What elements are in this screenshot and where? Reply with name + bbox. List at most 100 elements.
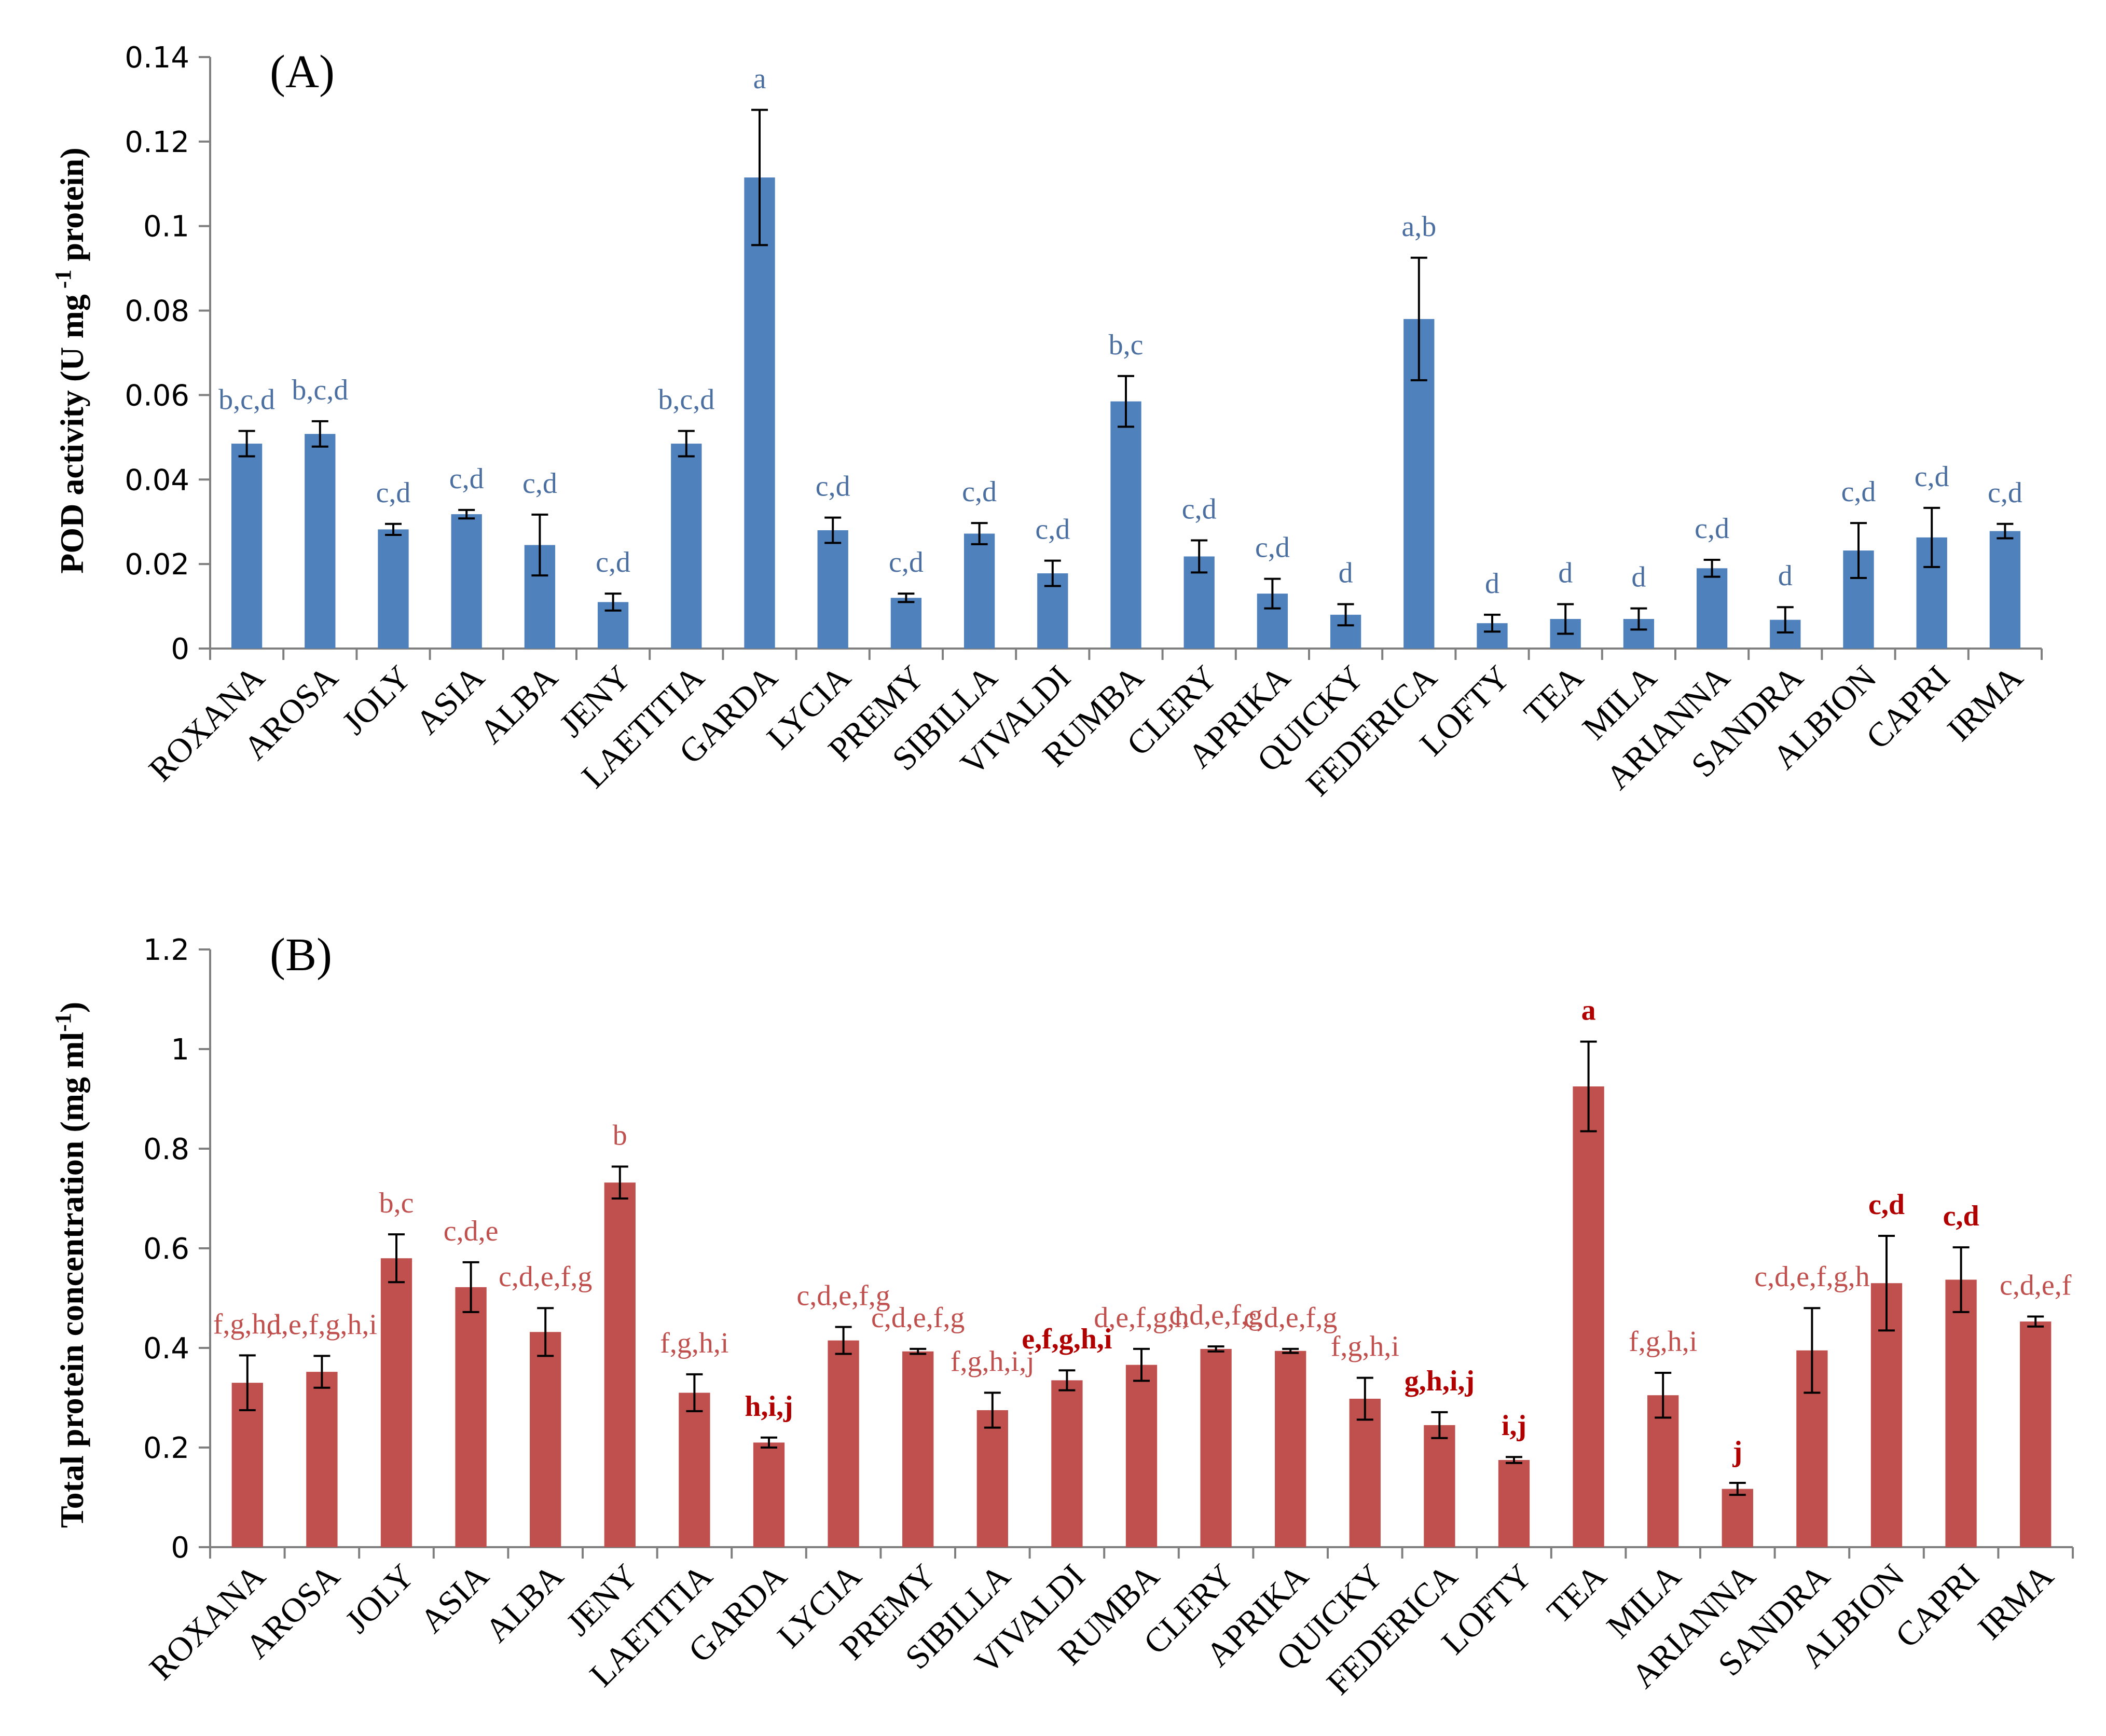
panel-a-bar-laetitia bbox=[671, 444, 702, 649]
panel-a-sig-label: d bbox=[1485, 568, 1499, 600]
panel-b-sig-label: e,f,g,h,i bbox=[1022, 1323, 1112, 1355]
panel-a-sig-label: d bbox=[1631, 561, 1646, 594]
panel-b-sig-label: f,g,h,i,j bbox=[951, 1345, 1035, 1377]
panel-b-bar-lycia bbox=[828, 1340, 859, 1547]
panel-b-bar-quicky bbox=[1349, 1398, 1381, 1547]
panel-a-sig-label: b,c,d bbox=[658, 384, 714, 416]
panel-a-sig-label: c,d bbox=[1255, 532, 1290, 564]
panel-a-sig-label: c,d bbox=[962, 476, 997, 508]
panel-b-y-axis-title: Total protein concentration (mg ml-1) bbox=[50, 1002, 90, 1528]
panel-b-y-tick-label: 0.8 bbox=[143, 1133, 189, 1166]
panel-b-bar-federica bbox=[1424, 1425, 1455, 1547]
panel-b-category-label: JOLY bbox=[338, 1557, 422, 1641]
panel-a-sig-label: d bbox=[1339, 557, 1353, 589]
panel-b-sig-label: d,e,f,g,h bbox=[1094, 1302, 1189, 1334]
panel-b-sig-label: c,d,e,f,g,h bbox=[1754, 1261, 1869, 1293]
panel-b-sig-label: c,d,e,f bbox=[2000, 1270, 2072, 1302]
panel-a-y-tick-label: 0 bbox=[171, 632, 189, 666]
panel-b-sig-label: c,d,e,f,g bbox=[499, 1261, 592, 1293]
panel-b-bar-premy bbox=[902, 1351, 934, 1547]
panel-a-bar-rumba bbox=[1110, 401, 1141, 649]
panel-b-bar-vivaldi bbox=[1051, 1380, 1083, 1547]
panel-a-y-tick-label: 0.14 bbox=[125, 41, 189, 75]
panel-a-y-tick-label: 0.02 bbox=[125, 548, 189, 582]
panel-b-bar-arianna bbox=[1722, 1489, 1753, 1547]
panel-a-label: (A) bbox=[270, 46, 335, 98]
panel-b-total-protein-chart: (B) Total protein concentration (mg ml-1… bbox=[50, 929, 2074, 1702]
panel-b-bar-clery bbox=[1200, 1348, 1232, 1547]
panel-a-category-label: ALBA bbox=[472, 658, 565, 751]
panel-a-sig-label: c,d bbox=[449, 463, 484, 495]
panel-b-y-tick-label: 0 bbox=[171, 1531, 189, 1565]
panel-a-sig-label: a bbox=[753, 63, 766, 95]
panel-b-sig-label: c,d,e,f,g bbox=[1244, 1302, 1337, 1334]
panel-b-bar-lofty bbox=[1498, 1460, 1530, 1547]
panel-b-sig-label: c,d,e,f,g bbox=[796, 1280, 890, 1312]
panel-b-sig-label: f,g,h,i bbox=[1629, 1326, 1697, 1358]
panel-a-bar-asia bbox=[451, 514, 482, 649]
panel-b-y-tick-label: 1 bbox=[171, 1033, 189, 1067]
panel-b-y-tick-label: 0.4 bbox=[143, 1332, 189, 1366]
panel-a-bar-garda bbox=[744, 177, 775, 649]
panel-b-sig-label: i,j bbox=[1502, 1410, 1526, 1442]
panel-b-sig-label: c,d,e,f,g bbox=[871, 1302, 965, 1334]
panel-b-sig-label: f,g,h,i bbox=[213, 1308, 282, 1340]
panel-a-sig-label: d bbox=[1778, 560, 1793, 592]
panel-b-sig-label: c,d bbox=[1943, 1200, 1979, 1232]
panel-b-bar-mila bbox=[1647, 1395, 1679, 1547]
panel-a-sig-label: c,d bbox=[1695, 513, 1729, 545]
panel-a-bar-arianna bbox=[1696, 568, 1728, 649]
panel-b-sig-label: h,i,j bbox=[745, 1390, 793, 1423]
panel-a-y-tick-label: 0.06 bbox=[125, 379, 189, 412]
panel-b-category-label: CAPRI bbox=[1888, 1557, 1986, 1655]
panel-b-sig-label: f,g,h,i bbox=[660, 1327, 728, 1359]
panel-a-bar-premy bbox=[890, 598, 922, 649]
panel-a-y-tick-label: 0.04 bbox=[125, 463, 189, 497]
panel-a-sig-label: c,d bbox=[1182, 493, 1217, 526]
panel-a-bar-sibilla bbox=[963, 533, 995, 649]
panel-b-bar-asia bbox=[455, 1287, 487, 1547]
panel-a-sig-label: c,d bbox=[596, 546, 630, 578]
panel-b-sig-label: d,e,f,g,h,i bbox=[267, 1308, 377, 1341]
panel-b-category-label: ROXANA bbox=[142, 1557, 272, 1687]
panel-b-bar-irma bbox=[2020, 1321, 2052, 1547]
panel-b-bar-arosa bbox=[306, 1372, 338, 1547]
panel-a-sig-label: c,d bbox=[522, 467, 557, 500]
panel-a-sig-label: a,b bbox=[1401, 211, 1436, 243]
panel-a-sig-label: c,d bbox=[1988, 477, 2022, 509]
panel-b-sig-label: j bbox=[1732, 1436, 1742, 1468]
panel-a-sig-label: c,d bbox=[1915, 461, 1949, 493]
panel-b-bar-capri bbox=[1945, 1279, 1977, 1547]
panel-a-bar-lycia bbox=[817, 530, 848, 649]
panel-a-bar-arosa bbox=[305, 434, 336, 649]
panel-a-sig-label: c,d bbox=[1841, 476, 1876, 508]
panel-b-y-tick-label: 0.6 bbox=[143, 1232, 189, 1266]
panel-b-bar-aprika bbox=[1275, 1351, 1306, 1547]
panel-a-bar-irma bbox=[1989, 531, 2021, 649]
panel-b-sig-label: a bbox=[1581, 995, 1596, 1027]
panel-b-y-tick-label: 0.2 bbox=[143, 1431, 189, 1465]
panel-a-y-tick-label: 0.1 bbox=[143, 210, 189, 244]
panel-a-sig-label: c,d bbox=[816, 471, 850, 503]
panel-b-bar-alba bbox=[530, 1332, 561, 1547]
panel-b-sig-label: g,h,i,j bbox=[1405, 1365, 1475, 1397]
panel-a-sig-label: c,d bbox=[1035, 514, 1070, 546]
panel-b-y-tick-label: 1.2 bbox=[143, 933, 189, 967]
panel-a-y-tick-label: 0.12 bbox=[125, 126, 189, 159]
panel-b-sig-label: c,d,e bbox=[444, 1215, 499, 1247]
panel-b-sig-label: c,d,e,f,g bbox=[1169, 1299, 1262, 1331]
panel-a-category-label: JOLY bbox=[335, 658, 419, 742]
panel-a-category-label: ROXANA bbox=[142, 658, 272, 789]
panel-a-sig-label: c,d bbox=[889, 546, 924, 578]
panel-b-bar-sibilla bbox=[976, 1410, 1008, 1547]
panel-a-bar-roxana bbox=[231, 444, 263, 649]
panel-b-sig-label: f,g,h,i bbox=[1331, 1331, 1399, 1363]
panel-b-category-label: ALBA bbox=[478, 1557, 571, 1650]
panel-a-y-tick-label: 0.08 bbox=[125, 295, 189, 328]
panel-b-label: (B) bbox=[270, 929, 332, 981]
panel-b-bar-laetitia bbox=[679, 1393, 710, 1547]
panel-a-pod-activity-chart: (A) POD activity (U mg -1 protein) 0 0.02… bbox=[50, 41, 2043, 804]
panel-a-sig-label: c,d bbox=[376, 477, 411, 509]
panel-a-bar-joly bbox=[378, 529, 409, 649]
